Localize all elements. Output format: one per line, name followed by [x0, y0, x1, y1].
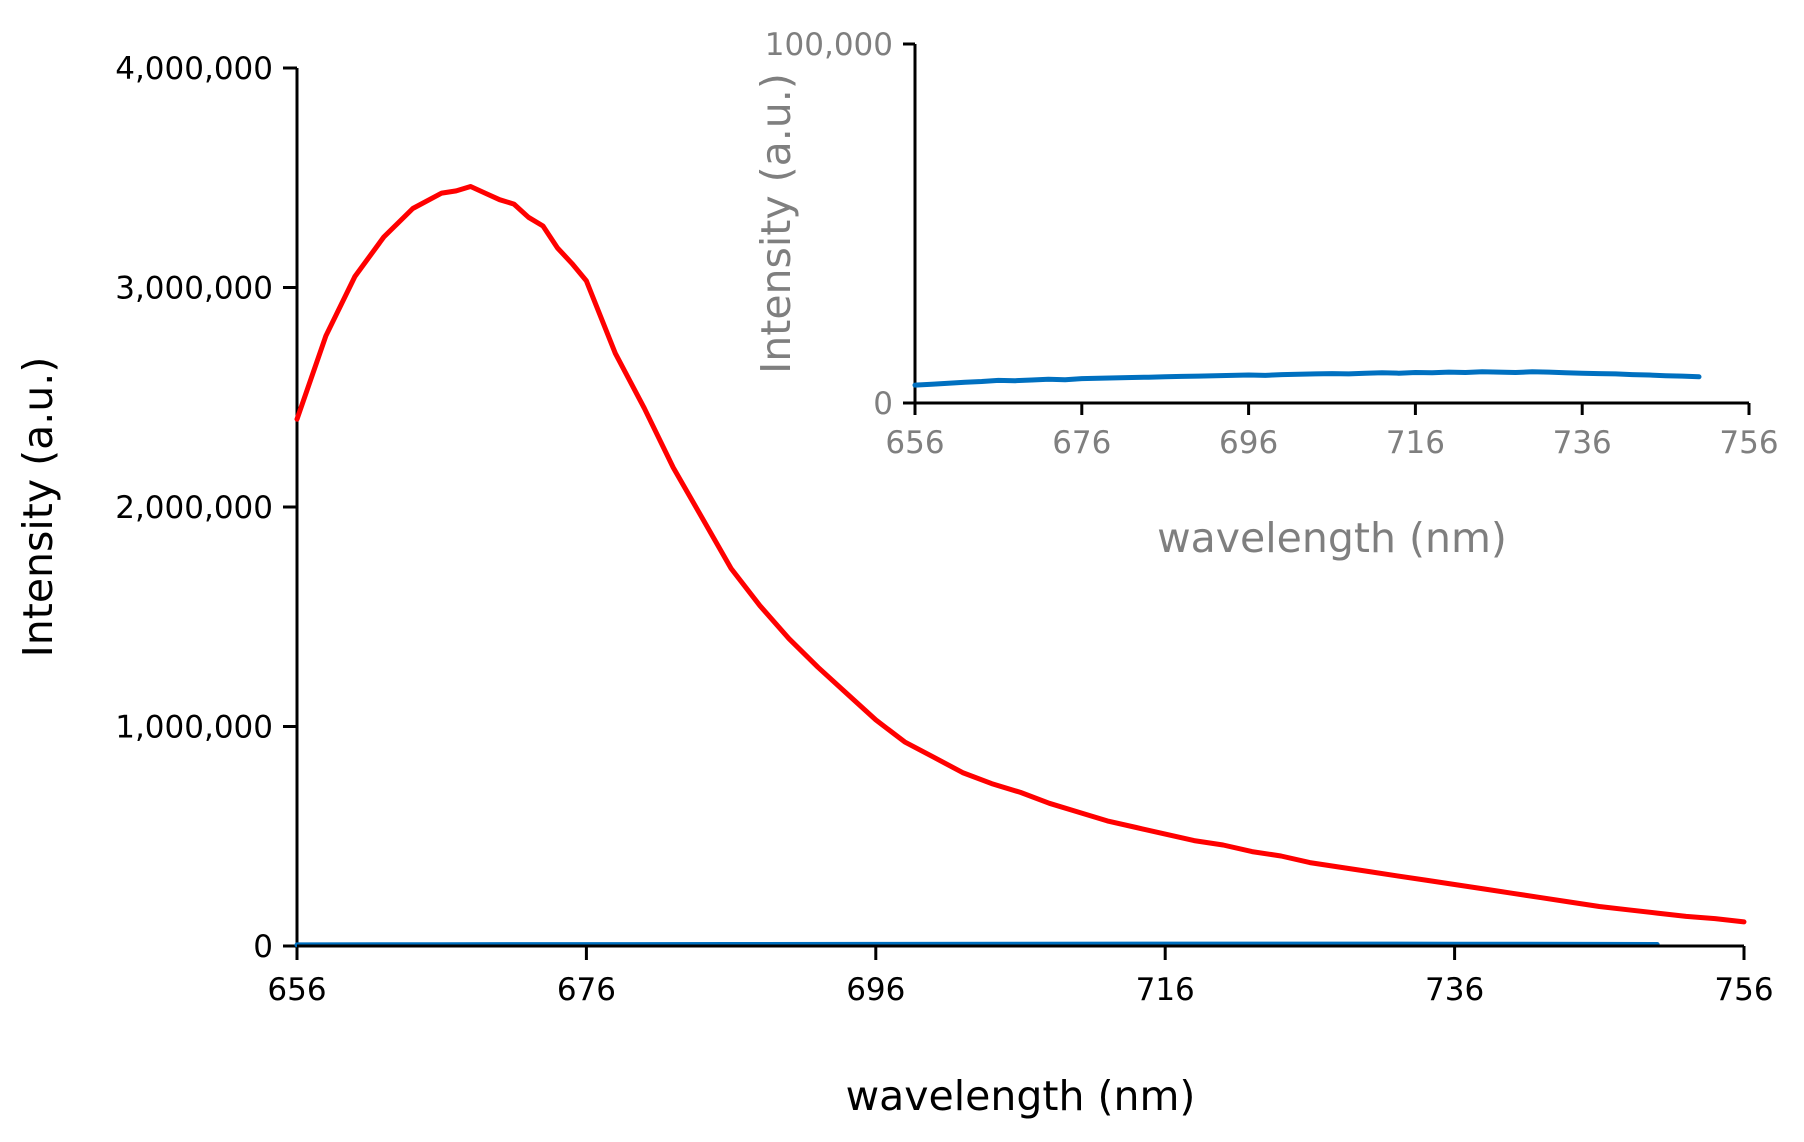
main-y-axis-title: Intensity (a.u.) — [14, 357, 62, 658]
main-x-tick-label: 716 — [1136, 972, 1195, 1008]
main-chart: 0 1,000,000 2,000,000 3,000,000 4,000,000 656… — [14, 51, 1774, 1120]
inset-y-tick-label: 0 — [873, 386, 893, 422]
inset-x-axis-title: wavelength (nm) — [1157, 514, 1507, 562]
main-x-tick-label: 656 — [267, 972, 326, 1008]
main-y-tick-label: 3,000,000 — [115, 271, 273, 307]
inset-x-tick-label: 656 — [885, 425, 944, 461]
inset-y-tick-label: 100,000 — [765, 27, 893, 63]
main-y-tick-label: 2,000,000 — [115, 490, 273, 526]
main-series-red-line — [294, 184, 1747, 925]
inset-y-axis-title: Intensity (a.u.) — [752, 73, 800, 374]
main-y-tick-label: 0 — [253, 929, 273, 965]
inset-x-tick-label: 756 — [1719, 425, 1778, 461]
main-y-tick-label: 1,000,000 — [115, 710, 273, 746]
inset-series-blue-line — [912, 369, 1702, 388]
main-x-tick-label: 676 — [557, 972, 616, 1008]
main-x-tick-label: 736 — [1425, 972, 1484, 1008]
main-y-tick-label: 4,000,000 — [115, 51, 273, 87]
inset-chart: 0 100,000 656 676 696 716 736 756 wavelength (nm… — [752, 27, 1779, 562]
main-x-tick-label: 696 — [846, 972, 905, 1008]
main-x-tick-label: 756 — [1714, 972, 1773, 1008]
main-x-axis-title: wavelength (nm) — [846, 1072, 1196, 1120]
inset-x-tick-label: 676 — [1052, 425, 1111, 461]
inset-x-tick-label: 736 — [1553, 425, 1612, 461]
inset-x-tick-label: 696 — [1219, 425, 1278, 461]
inset-x-tick-label: 716 — [1386, 425, 1445, 461]
